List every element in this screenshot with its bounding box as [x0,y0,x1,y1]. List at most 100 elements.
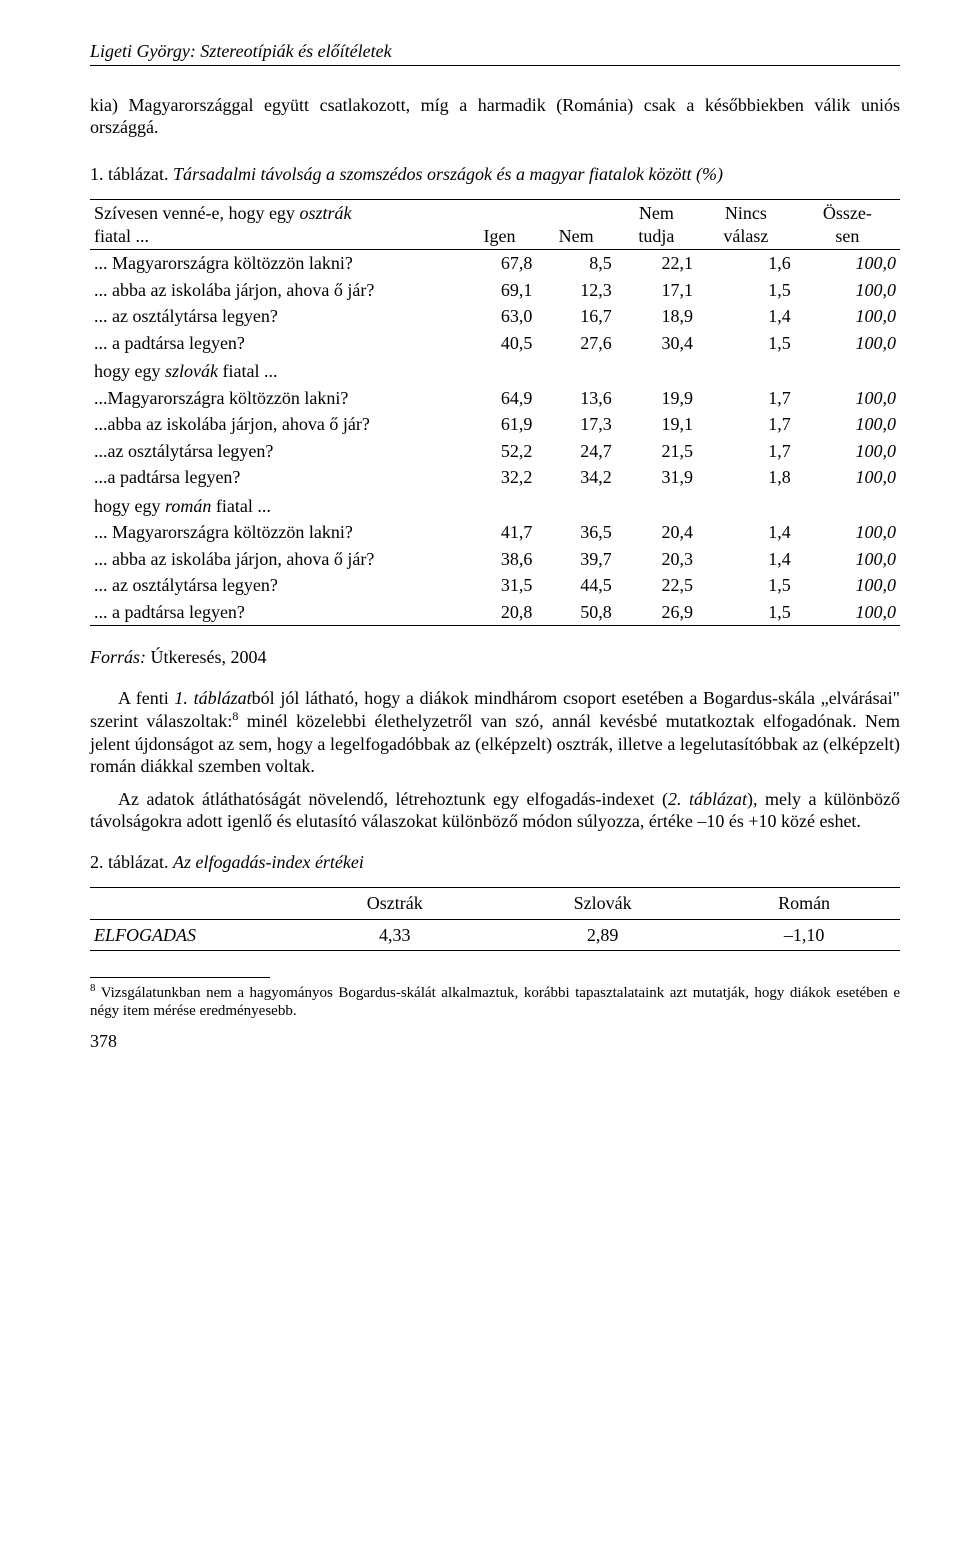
table1-row-label: ... a padtársa legyen? [90,330,463,357]
table1-cell: 64,9 [463,385,537,412]
footnote-text: Vizsgálatunkban nem a hagyományos Bogard… [90,985,900,1019]
table1-cell: 22,5 [616,572,697,599]
intro-paragraph: kia) Magyarországgal együtt csatlakozott… [90,94,900,139]
table1-cell: 100,0 [795,464,900,491]
table1-cell: 17,1 [616,277,697,304]
table1-row-label: ... az osztálytársa legyen? [90,572,463,599]
table1-cell: 21,5 [616,438,697,465]
table1-cell: 1,4 [697,303,795,330]
table1-cell: 32,2 [463,464,537,491]
table1-cell: 63,0 [463,303,537,330]
table2-cell: 2,89 [497,919,708,951]
table1-cell: 13,6 [536,385,615,412]
table1-cell: 20,8 [463,599,537,626]
table1-cell: 1,8 [697,464,795,491]
table1-cell: 38,6 [463,546,537,573]
body-paragraph-1: A fenti 1. táblázatból jól látható, hogy… [90,687,900,778]
table1-col-header: Igen [463,200,537,250]
table1-cell: 100,0 [795,303,900,330]
table2-caption: Az elfogadás-index értékei [173,852,364,872]
table1-cell: 100,0 [795,250,900,277]
table2-number: 2. táblázat. [90,852,168,872]
table1-row-label: ...az osztálytársa legyen? [90,438,463,465]
table1-cell: 31,5 [463,572,537,599]
table1-cell: 19,1 [616,411,697,438]
table1-cell: 40,5 [463,330,537,357]
footnote-rule [90,977,270,978]
table1-col-header: Nemtudja [616,200,697,250]
table1-cell: 100,0 [795,411,900,438]
table1-cell: 18,9 [616,303,697,330]
table1-cell: 1,7 [697,385,795,412]
footnote-8: 8 Vizsgálatunkban nem a hagyományos Boga… [90,982,900,1020]
table2: OsztrákSzlovákRománELFOGADAS4,332,89–1,1… [90,887,900,951]
table1-cell: 67,8 [463,250,537,277]
table1-cell: 100,0 [795,572,900,599]
source-value: Útkeresés, 2004 [151,647,267,667]
table1-stub-header: Szívesen venné-e, hogy egy osztrákfiatal… [90,200,463,250]
table2-col-header: Osztrák [293,888,498,920]
table2-col-header: Szlovák [497,888,708,920]
table1-cell: 50,8 [536,599,615,626]
table1-row-label: ...abba az iskolába járjon, ahova ő jár? [90,411,463,438]
table2-stub-header [90,888,293,920]
header-rule [90,65,900,66]
table1-cell: 1,4 [697,519,795,546]
table1-cell: 100,0 [795,438,900,465]
table1-cell: 52,2 [463,438,537,465]
table1-source: Forrás: Útkeresés, 2004 [90,646,900,669]
table1-cell: 1,6 [697,250,795,277]
table1-group-header: hogy egy szlovák fiatal ... [90,356,900,385]
table1-cell: 1,7 [697,411,795,438]
table1-cell: 12,3 [536,277,615,304]
table1-cell: 1,4 [697,546,795,573]
table1-cell: 26,9 [616,599,697,626]
table1-cell: 1,5 [697,599,795,626]
table1-cell: 16,7 [536,303,615,330]
table1-cell: 100,0 [795,330,900,357]
table1-cell: 100,0 [795,599,900,626]
source-label: Forrás: [90,647,146,667]
table1-cell: 44,5 [536,572,615,599]
para1-em: 1. táblázat [174,688,251,708]
body-paragraph-2: Az adatok átláthatóságát növelendő, létr… [90,788,900,833]
table1-row-label: ... abba az iskolába járjon, ahova ő jár… [90,277,463,304]
table1-row-label: ... Magyarországra költözzön lakni? [90,519,463,546]
table1-row-label: ... a padtársa legyen? [90,599,463,626]
table1-col-header: Össze-sen [795,200,900,250]
table1-cell: 36,5 [536,519,615,546]
table1-row-label: ... abba az iskolába járjon, ahova ő jár… [90,546,463,573]
table1-col-header: Nincsválasz [697,200,795,250]
table1-cell: 39,7 [536,546,615,573]
table1-cell: 1,5 [697,572,795,599]
table2-row-label: ELFOGADAS [90,919,293,951]
table1-cell: 17,3 [536,411,615,438]
table2-cell: 4,33 [293,919,498,951]
table1-cell: 1,5 [697,330,795,357]
table1-cell: 100,0 [795,277,900,304]
table2-title: 2. táblázat. Az elfogadás-index értékei [90,851,900,874]
table1-cell: 1,7 [697,438,795,465]
table1-row-label: ... Magyarországra költözzön lakni? [90,250,463,277]
table1-cell: 100,0 [795,546,900,573]
table1-cell: 19,9 [616,385,697,412]
table1-cell: 100,0 [795,519,900,546]
table1-group-header: hogy egy román fiatal ... [90,491,900,520]
running-head: Ligeti György: Sztereotípiák és előítéle… [90,40,900,63]
para1-a: A fenti [118,688,174,708]
table1-cell: 20,4 [616,519,697,546]
table1-cell: 22,1 [616,250,697,277]
table1-col-header: Nem [536,200,615,250]
table2-col-header: Román [708,888,900,920]
table1: Szívesen venné-e, hogy egy osztrákfiatal… [90,199,900,626]
table1-cell: 27,6 [536,330,615,357]
table1-row-label: ... az osztálytársa legyen? [90,303,463,330]
page-number: 378 [90,1030,900,1053]
table1-cell: 30,4 [616,330,697,357]
para2-em: 2. táblázat [668,789,747,809]
table1-cell: 34,2 [536,464,615,491]
table1-cell: 1,5 [697,277,795,304]
table1-cell: 20,3 [616,546,697,573]
table1-cell: 100,0 [795,385,900,412]
table1-cell: 31,9 [616,464,697,491]
